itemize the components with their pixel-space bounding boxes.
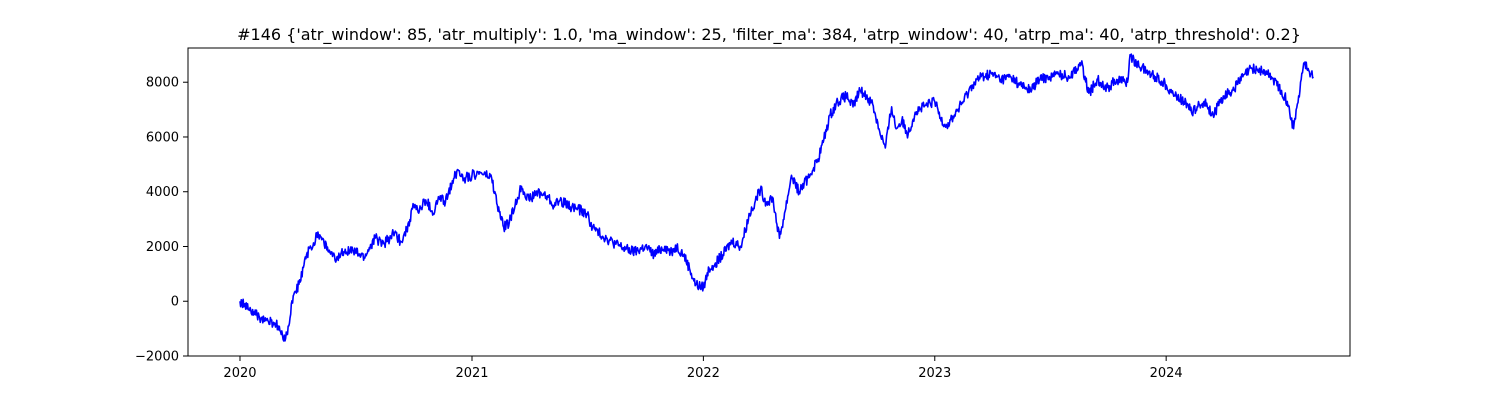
y-tick-label: 4000 — [146, 185, 179, 200]
y-tick-label: 2000 — [146, 240, 179, 255]
plot-area: 2020 2021 2022 2023 2024 −2000 0 2000 4000 6000 8… — [135, 47, 1351, 381]
series-layer — [239, 53, 1314, 342]
plot-frame — [187, 47, 1351, 357]
x-tick-label: 2022 — [687, 366, 720, 381]
y-axis: −2000 0 2000 4000 6000 8000 — [135, 76, 188, 365]
x-tick-label: 2021 — [455, 366, 488, 381]
y-tick-label: 0 — [171, 295, 179, 310]
x-axis: 2020 2021 2022 2023 2024 — [223, 356, 1183, 381]
x-tick-label: 2023 — [918, 366, 951, 381]
x-tick-label: 2020 — [223, 366, 256, 381]
y-tick-label: −2000 — [135, 350, 179, 365]
series-line — [239, 53, 1314, 342]
y-tick-label: 6000 — [146, 130, 179, 145]
y-tick-label: 8000 — [146, 76, 179, 91]
chart-title: #146 {'atr_window': 85, 'atr_multiply': … — [237, 25, 1301, 45]
x-tick-label: 2024 — [1150, 366, 1183, 381]
